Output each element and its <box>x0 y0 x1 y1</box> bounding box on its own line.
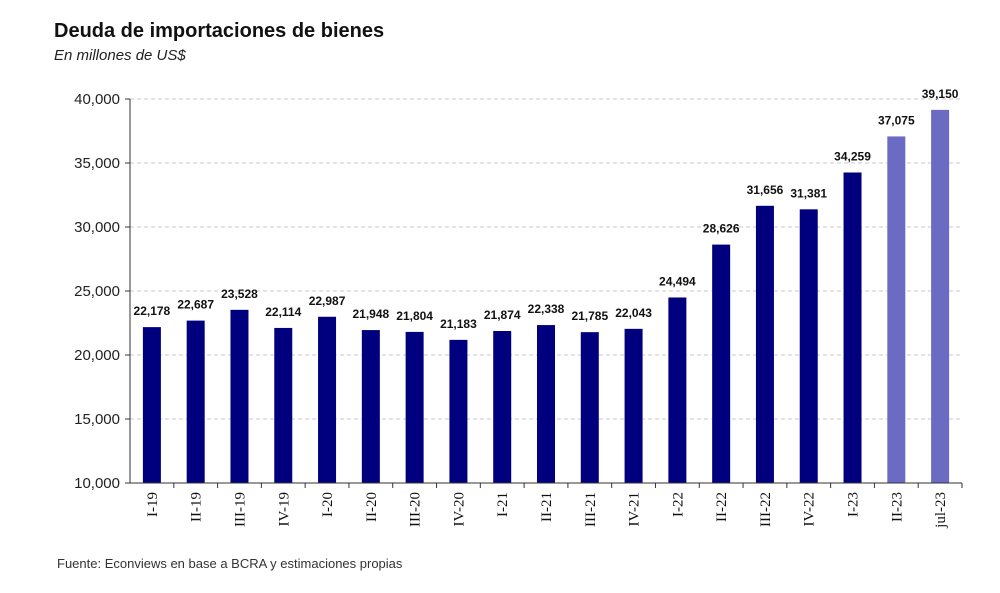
data-label: 31,381 <box>790 186 827 200</box>
bar-jul-23 <box>931 109 950 483</box>
x-tick-label: I-23 <box>846 492 862 517</box>
data-label: 34,259 <box>834 149 871 163</box>
y-axis: 10,000 15,000 20,000 25,000 30,000 35,000 40,0… <box>74 91 131 492</box>
bar-II-23 <box>887 136 906 483</box>
x-tick-label: IV-21 <box>627 492 643 526</box>
y-tick-label: 35,000 <box>74 155 120 172</box>
data-label: 21,183 <box>440 317 477 331</box>
x-tick-label: III-22 <box>758 492 774 527</box>
bar-I-23 <box>843 172 862 483</box>
data-label: 21,874 <box>484 308 521 322</box>
x-tick-label: IV-19 <box>276 492 292 526</box>
data-label: 21,804 <box>396 309 433 323</box>
x-tick-label: I-21 <box>495 492 511 517</box>
data-labels: 22,178 22,687 23,528 22,114 22,987 21,948 21,8… <box>134 87 959 331</box>
x-tick-label: II-21 <box>539 492 555 522</box>
x-tick-label: IV-20 <box>451 492 467 526</box>
bar-I-19 <box>142 327 161 483</box>
x-tick-label: II-23 <box>889 492 905 522</box>
bars <box>142 109 950 484</box>
x-tick-label: II-20 <box>364 492 380 522</box>
bar-II-22 <box>712 244 731 483</box>
bar-IV-21 <box>624 328 643 483</box>
data-label: 31,656 <box>747 183 784 197</box>
data-label: 24,494 <box>659 274 696 288</box>
bar-III-19 <box>230 309 249 483</box>
source-note: Fuente: Econviews en base a BCRA y estim… <box>57 556 403 571</box>
bar-I-20 <box>318 316 337 483</box>
data-label: 21,785 <box>571 309 608 323</box>
chart-title: Deuda de importaciones de bienes <box>54 20 385 42</box>
x-tick-label: I-19 <box>145 492 161 517</box>
data-label: 28,626 <box>703 222 740 236</box>
data-label: 22,338 <box>528 302 565 316</box>
y-tick-label: 20,000 <box>74 347 120 364</box>
bar-IV-19 <box>274 327 293 483</box>
x-tick-label: III-21 <box>583 492 599 527</box>
y-tick-label: 25,000 <box>74 283 120 300</box>
data-label: 22,043 <box>615 306 652 320</box>
bar-II-20 <box>361 330 380 483</box>
x-tick-label: I-20 <box>320 492 336 517</box>
bar-III-22 <box>755 205 774 483</box>
bar-I-21 <box>493 331 512 483</box>
x-tick-label: II-22 <box>714 492 730 522</box>
x-tick-label: II-19 <box>189 492 205 522</box>
x-tick-label: I-22 <box>670 492 686 517</box>
data-label: 37,075 <box>878 113 915 127</box>
bar-II-19 <box>186 320 205 483</box>
x-axis: I-19 II-19 III-19 IV-19 I-20 II-20 III-20 IV-20… <box>130 482 963 529</box>
bar-III-20 <box>405 331 424 483</box>
bar-I-22 <box>668 297 687 483</box>
x-tick-label: jul-23 <box>933 492 949 529</box>
y-tick-label: 40,000 <box>74 91 120 108</box>
bar-III-21 <box>580 332 599 483</box>
y-tick-label: 15,000 <box>74 411 120 428</box>
bar-IV-22 <box>799 209 818 484</box>
x-tick-label: III-20 <box>408 492 424 527</box>
data-label: 22,114 <box>265 305 301 319</box>
data-label: 23,528 <box>221 287 258 301</box>
x-tick-label: III-19 <box>232 492 248 527</box>
data-label: 22,687 <box>177 298 214 312</box>
y-tick-label: 10,000 <box>74 475 120 492</box>
data-label: 39,150 <box>922 87 959 101</box>
y-tick-label: 30,000 <box>74 219 120 236</box>
bar-II-21 <box>537 325 555 483</box>
bar-IV-20 <box>449 339 468 483</box>
data-label: 22,178 <box>134 304 171 318</box>
data-label: 22,987 <box>309 294 346 308</box>
data-label: 21,948 <box>352 307 389 321</box>
x-tick-label: IV-22 <box>802 492 818 526</box>
chart-subtitle: En millones de US$ <box>54 47 186 64</box>
